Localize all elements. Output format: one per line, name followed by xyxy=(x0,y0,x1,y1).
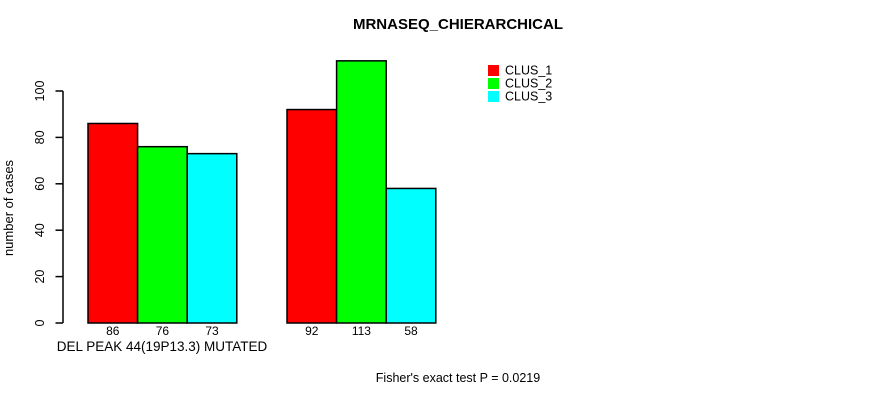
legend-swatch-clus_3 xyxy=(488,91,499,102)
y-axis-tick-label: 80 xyxy=(33,130,47,144)
y-axis-tick-label: 20 xyxy=(33,270,47,284)
bar-clus_2-group-1 xyxy=(136,145,188,324)
legend-swatch-clus_1 xyxy=(488,65,499,76)
legend-label-clus_1: CLUS_1 xyxy=(505,64,552,78)
bar-clus_2-group-2 xyxy=(335,60,387,324)
bar-value-label: 58 xyxy=(404,324,418,338)
bar-clus_1-group-2 xyxy=(286,108,338,324)
bar-value-label: 73 xyxy=(205,324,219,338)
chart-title: MRNASEQ_CHIERARCHICAL xyxy=(353,16,563,33)
bar-value-label: 86 xyxy=(106,324,120,338)
legend-swatch-clus_2 xyxy=(488,78,499,89)
bar-value-label: 76 xyxy=(156,324,170,338)
legend-label-clus_3: CLUS_3 xyxy=(505,90,552,104)
fisher-test-annotation: Fisher's exact test P = 0.0219 xyxy=(376,371,540,385)
bar-clus_3-group-2 xyxy=(385,187,437,324)
bar-clus_1-group-1 xyxy=(87,122,139,324)
y-axis-tick-label: 40 xyxy=(33,223,47,237)
y-axis: 0 20 40 60 80 100 xyxy=(33,81,64,326)
legend-label-clus_2: CLUS_2 xyxy=(505,77,552,91)
bars-group: 86 76 73 92 113 58 xyxy=(87,60,437,338)
bar-value-label: 92 xyxy=(305,324,319,338)
bar-clus_3-group-1 xyxy=(186,152,238,324)
y-axis-title: number of cases xyxy=(1,159,16,256)
bar-value-label: 113 xyxy=(352,324,371,338)
y-axis-tick-label: 60 xyxy=(33,177,47,191)
y-axis-tick-label: 100 xyxy=(33,81,47,102)
x-axis-title: DEL PEAK 44(19P13.3) MUTATED xyxy=(57,339,268,354)
y-axis-tick-label: 0 xyxy=(33,319,47,326)
